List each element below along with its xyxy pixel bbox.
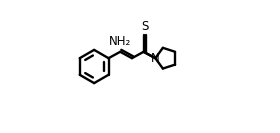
Text: N: N: [151, 52, 160, 65]
Text: S: S: [141, 20, 148, 33]
Text: NH₂: NH₂: [109, 36, 131, 49]
